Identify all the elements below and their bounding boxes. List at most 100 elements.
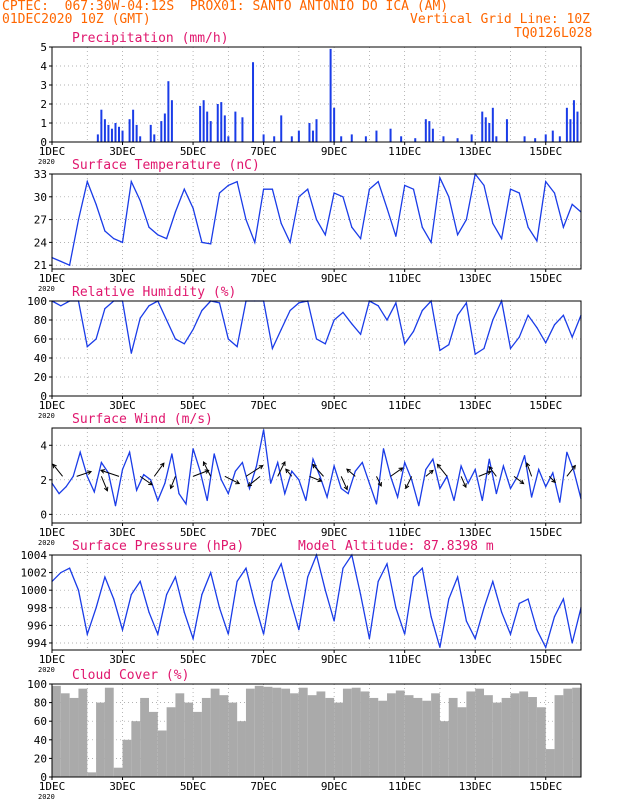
cloud-bar <box>113 767 123 777</box>
rh-point <box>571 336 573 338</box>
precip-bar <box>252 62 255 143</box>
rh-point <box>333 319 335 321</box>
x-tick-label: 9DEC <box>321 653 348 666</box>
pressure-panel <box>49 552 582 653</box>
wind-point <box>545 486 547 488</box>
wind-point <box>404 461 406 464</box>
rh-point <box>342 311 344 313</box>
x-tick-label: 7DEC <box>250 526 277 539</box>
precip-bar <box>223 115 226 142</box>
pressure-point <box>139 580 141 582</box>
wind-point <box>58 493 60 495</box>
rh-point <box>518 336 520 338</box>
pressure-point <box>509 633 512 635</box>
cloud-panel <box>49 683 582 780</box>
precip-bar <box>241 117 244 142</box>
precip-bar <box>280 115 283 142</box>
pressure-title: Surface Pressure (hPa) <box>72 539 244 554</box>
cloud-bar <box>166 707 176 777</box>
pressure-point <box>536 629 538 631</box>
precip-bar <box>333 107 336 142</box>
precip-bar <box>206 111 209 142</box>
rh-point <box>483 347 485 350</box>
rh-point <box>104 308 106 310</box>
precip-bar <box>216 104 219 142</box>
cloud-bar <box>334 702 343 777</box>
x-tick-label: 11DEC <box>388 272 421 285</box>
x-tick-label: 11DEC <box>388 526 421 539</box>
pressure-point <box>174 576 177 578</box>
cloud-bar <box>60 693 70 777</box>
rh-point <box>218 302 221 304</box>
y-tick-label: 0 <box>40 136 47 149</box>
pressure-point <box>562 598 564 600</box>
rh-point <box>562 314 564 316</box>
temp-point <box>148 226 150 228</box>
precip-bar <box>121 130 124 142</box>
y-tick-label: 0 <box>40 390 47 403</box>
pressure-point <box>183 611 185 613</box>
cloud-bar <box>378 700 388 777</box>
temp-frame <box>51 173 582 270</box>
wind-vector-head <box>377 481 382 487</box>
wind-vector-head <box>317 477 323 483</box>
temp-point <box>227 184 229 186</box>
precip-bar <box>558 136 561 142</box>
precip-bar <box>431 128 434 142</box>
temp-title: Surface Temperature (nC) <box>72 158 260 173</box>
temp-point <box>324 234 326 236</box>
precip-bar <box>308 123 311 142</box>
pressure-point <box>377 580 379 582</box>
wind-vector <box>436 464 448 477</box>
temp-point <box>465 219 467 221</box>
wind-point <box>509 487 512 490</box>
wind-point <box>488 458 490 460</box>
precip-bar <box>569 119 572 142</box>
pressure-point <box>271 580 274 582</box>
wind-vector <box>513 475 524 484</box>
wind-vector <box>247 475 261 487</box>
pressure-point <box>289 598 291 600</box>
precip-bar <box>428 121 431 142</box>
cloud-bar <box>316 691 326 777</box>
wind-point <box>136 489 138 491</box>
wind-vector-head <box>281 461 286 466</box>
temp-point <box>456 234 459 236</box>
precip-bar <box>329 48 332 142</box>
pressure-point <box>483 607 485 609</box>
temp-point <box>342 196 344 198</box>
wind-point <box>312 458 314 460</box>
pressure-point <box>386 563 388 565</box>
cloud-bar <box>193 711 202 777</box>
rh-point <box>404 343 406 345</box>
temp-point <box>501 238 503 240</box>
rh-point <box>166 319 168 321</box>
precip-bar <box>488 123 491 142</box>
wind-vector <box>478 471 491 477</box>
x-tick-label: 15DEC <box>529 272 562 285</box>
x-tick-label: 7DEC <box>250 653 277 666</box>
temp-point <box>289 241 291 243</box>
precip-bar <box>350 134 353 142</box>
wind-point <box>538 468 540 471</box>
x-tick-label: 9DEC <box>321 526 348 539</box>
wind-vector <box>488 466 497 477</box>
temp-point <box>263 188 265 190</box>
precip-frame <box>51 46 582 143</box>
pressure-point <box>439 646 441 648</box>
cloud-bar <box>272 687 282 777</box>
temp-point <box>298 196 300 198</box>
temp-point <box>271 188 274 190</box>
cloud-bar <box>131 721 141 777</box>
precip-bar <box>153 134 156 142</box>
wind-point <box>157 499 159 502</box>
wind-vector <box>340 476 348 490</box>
pressure-point <box>210 571 212 574</box>
precip-bar <box>103 119 106 142</box>
cloud-bar <box>501 697 511 777</box>
cloud-bar <box>413 697 423 777</box>
cloud-bar <box>387 693 396 777</box>
rh-panel <box>49 298 582 399</box>
wind-vector <box>100 476 108 491</box>
precip-bar <box>107 124 110 142</box>
